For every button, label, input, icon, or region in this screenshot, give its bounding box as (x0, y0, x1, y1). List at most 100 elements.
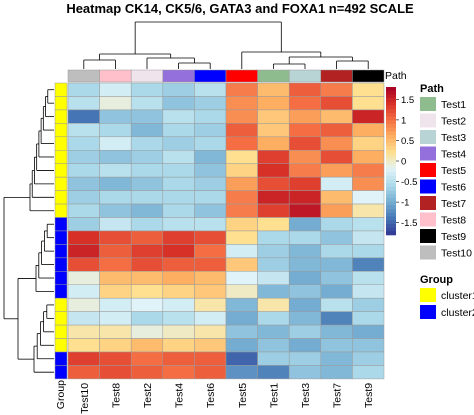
heatmap-cell (67, 244, 100, 259)
heatmap-cell (99, 284, 132, 299)
heatmap-cell (99, 324, 132, 339)
heatmap-cell (162, 109, 195, 124)
color-scale-tick-label: 1 (401, 115, 406, 126)
heatmap-cell (352, 109, 385, 124)
path-legend-label: Test3 (441, 132, 466, 144)
heatmap-cell (162, 351, 195, 366)
heatmap-cell (67, 257, 100, 272)
heatmap-cell (162, 365, 195, 380)
color-scale-step (386, 168, 396, 173)
heatmap-cell (67, 82, 100, 97)
heatmap-cell (225, 271, 258, 285)
heatmap-cell (288, 217, 322, 232)
heatmap-cell (99, 109, 132, 124)
heatmap-cell (194, 96, 227, 111)
color-scale-step (386, 183, 396, 188)
heatmap-cell (162, 271, 195, 285)
heatmap-cell (352, 338, 385, 353)
heatmap-cell (162, 96, 195, 111)
heatmap-cell (162, 136, 195, 151)
color-scale-step (386, 216, 396, 221)
heatmap-cell (194, 351, 227, 366)
heatmap-cell (162, 203, 195, 218)
heatmap-cell (194, 217, 227, 232)
column-annotation-label: Path (385, 70, 407, 82)
path-legend-swatch (420, 212, 436, 227)
column-annotation-cell (67, 69, 100, 83)
color-scale-step (386, 179, 396, 184)
heatmap-cell (352, 150, 385, 164)
row-dendrogram (3, 89, 54, 373)
heatmap-cell (67, 163, 100, 178)
row-annotation-cell (54, 311, 68, 326)
heatmap-cell (99, 96, 132, 111)
column-annotation-cell (320, 69, 353, 83)
heatmap-cell (320, 96, 353, 111)
heatmap-cell (67, 271, 100, 285)
row-annotation-cell (54, 82, 68, 97)
column-annotation-cell (352, 69, 385, 83)
heatmap-cell (162, 311, 195, 326)
heatmap-cell (352, 190, 385, 205)
color-scale-step (386, 146, 396, 151)
heatmap-cell (162, 163, 195, 178)
heatmap-cell (162, 190, 195, 205)
heatmap-cell (225, 176, 258, 191)
heatmap-cell (225, 82, 258, 97)
color-scale-step (386, 161, 396, 165)
heatmap-cell (257, 284, 290, 299)
heatmap-cell (99, 230, 132, 245)
heatmap-cell (320, 244, 353, 259)
color-scale-tick-label: 0.5 (401, 136, 414, 147)
heatmap-cell (130, 324, 164, 339)
heatmap-cell (352, 365, 385, 380)
heatmap-cell (288, 351, 322, 366)
color-scale-step (386, 90, 396, 95)
heatmap-cell (352, 297, 385, 312)
color-scale-step (386, 112, 396, 117)
heatmap-cell (288, 324, 322, 339)
row-annotation-cell (54, 324, 68, 339)
heatmap-cell (288, 338, 322, 353)
path-legend-label: Test8 (441, 215, 466, 227)
heatmap-cell (162, 150, 195, 164)
row-annotation-cell (54, 365, 68, 380)
column-label: Test7 (332, 383, 344, 408)
heatmap-cell (194, 123, 227, 138)
heatmap-cell (288, 365, 322, 380)
column-label: Test4 (174, 383, 186, 408)
color-scale-step (386, 142, 396, 147)
color-scale-tick-label: -0.5 (401, 177, 417, 188)
column-label: Test1 (268, 383, 280, 408)
heatmap-cell (352, 217, 385, 232)
heatmap-cell (320, 338, 353, 353)
row-annotation-cell (54, 96, 68, 111)
heatmap-cell (130, 217, 164, 232)
color-scale-step (386, 101, 396, 106)
heatmap-cell (225, 338, 258, 353)
heatmap-cell (130, 150, 164, 164)
color-scale-step (386, 109, 396, 114)
heatmap-cell (225, 190, 258, 205)
column-dendrogram (83, 21, 369, 69)
group-legend-swatch (420, 305, 436, 319)
color-scale-step (386, 87, 396, 91)
heatmap-cell (194, 176, 227, 191)
heatmap-cell (194, 311, 227, 326)
heatmap-cell (225, 217, 258, 232)
heatmap-cell (130, 230, 164, 245)
heatmap-cell (67, 324, 100, 339)
row-annotation-cell (54, 190, 68, 205)
heatmap-cell (225, 150, 258, 164)
column-annotation-cell (130, 69, 164, 83)
heatmap-cell (257, 365, 290, 380)
heatmap-cell (288, 163, 322, 178)
heatmap-cell (257, 244, 290, 259)
path-legend-swatch (420, 146, 436, 161)
heatmap-cell (288, 271, 322, 285)
heatmap-cell (257, 230, 290, 245)
heatmap-cell (194, 338, 227, 353)
color-scale-step (386, 190, 396, 195)
heatmap-cell (320, 150, 353, 164)
heatmap-cell (194, 203, 227, 218)
